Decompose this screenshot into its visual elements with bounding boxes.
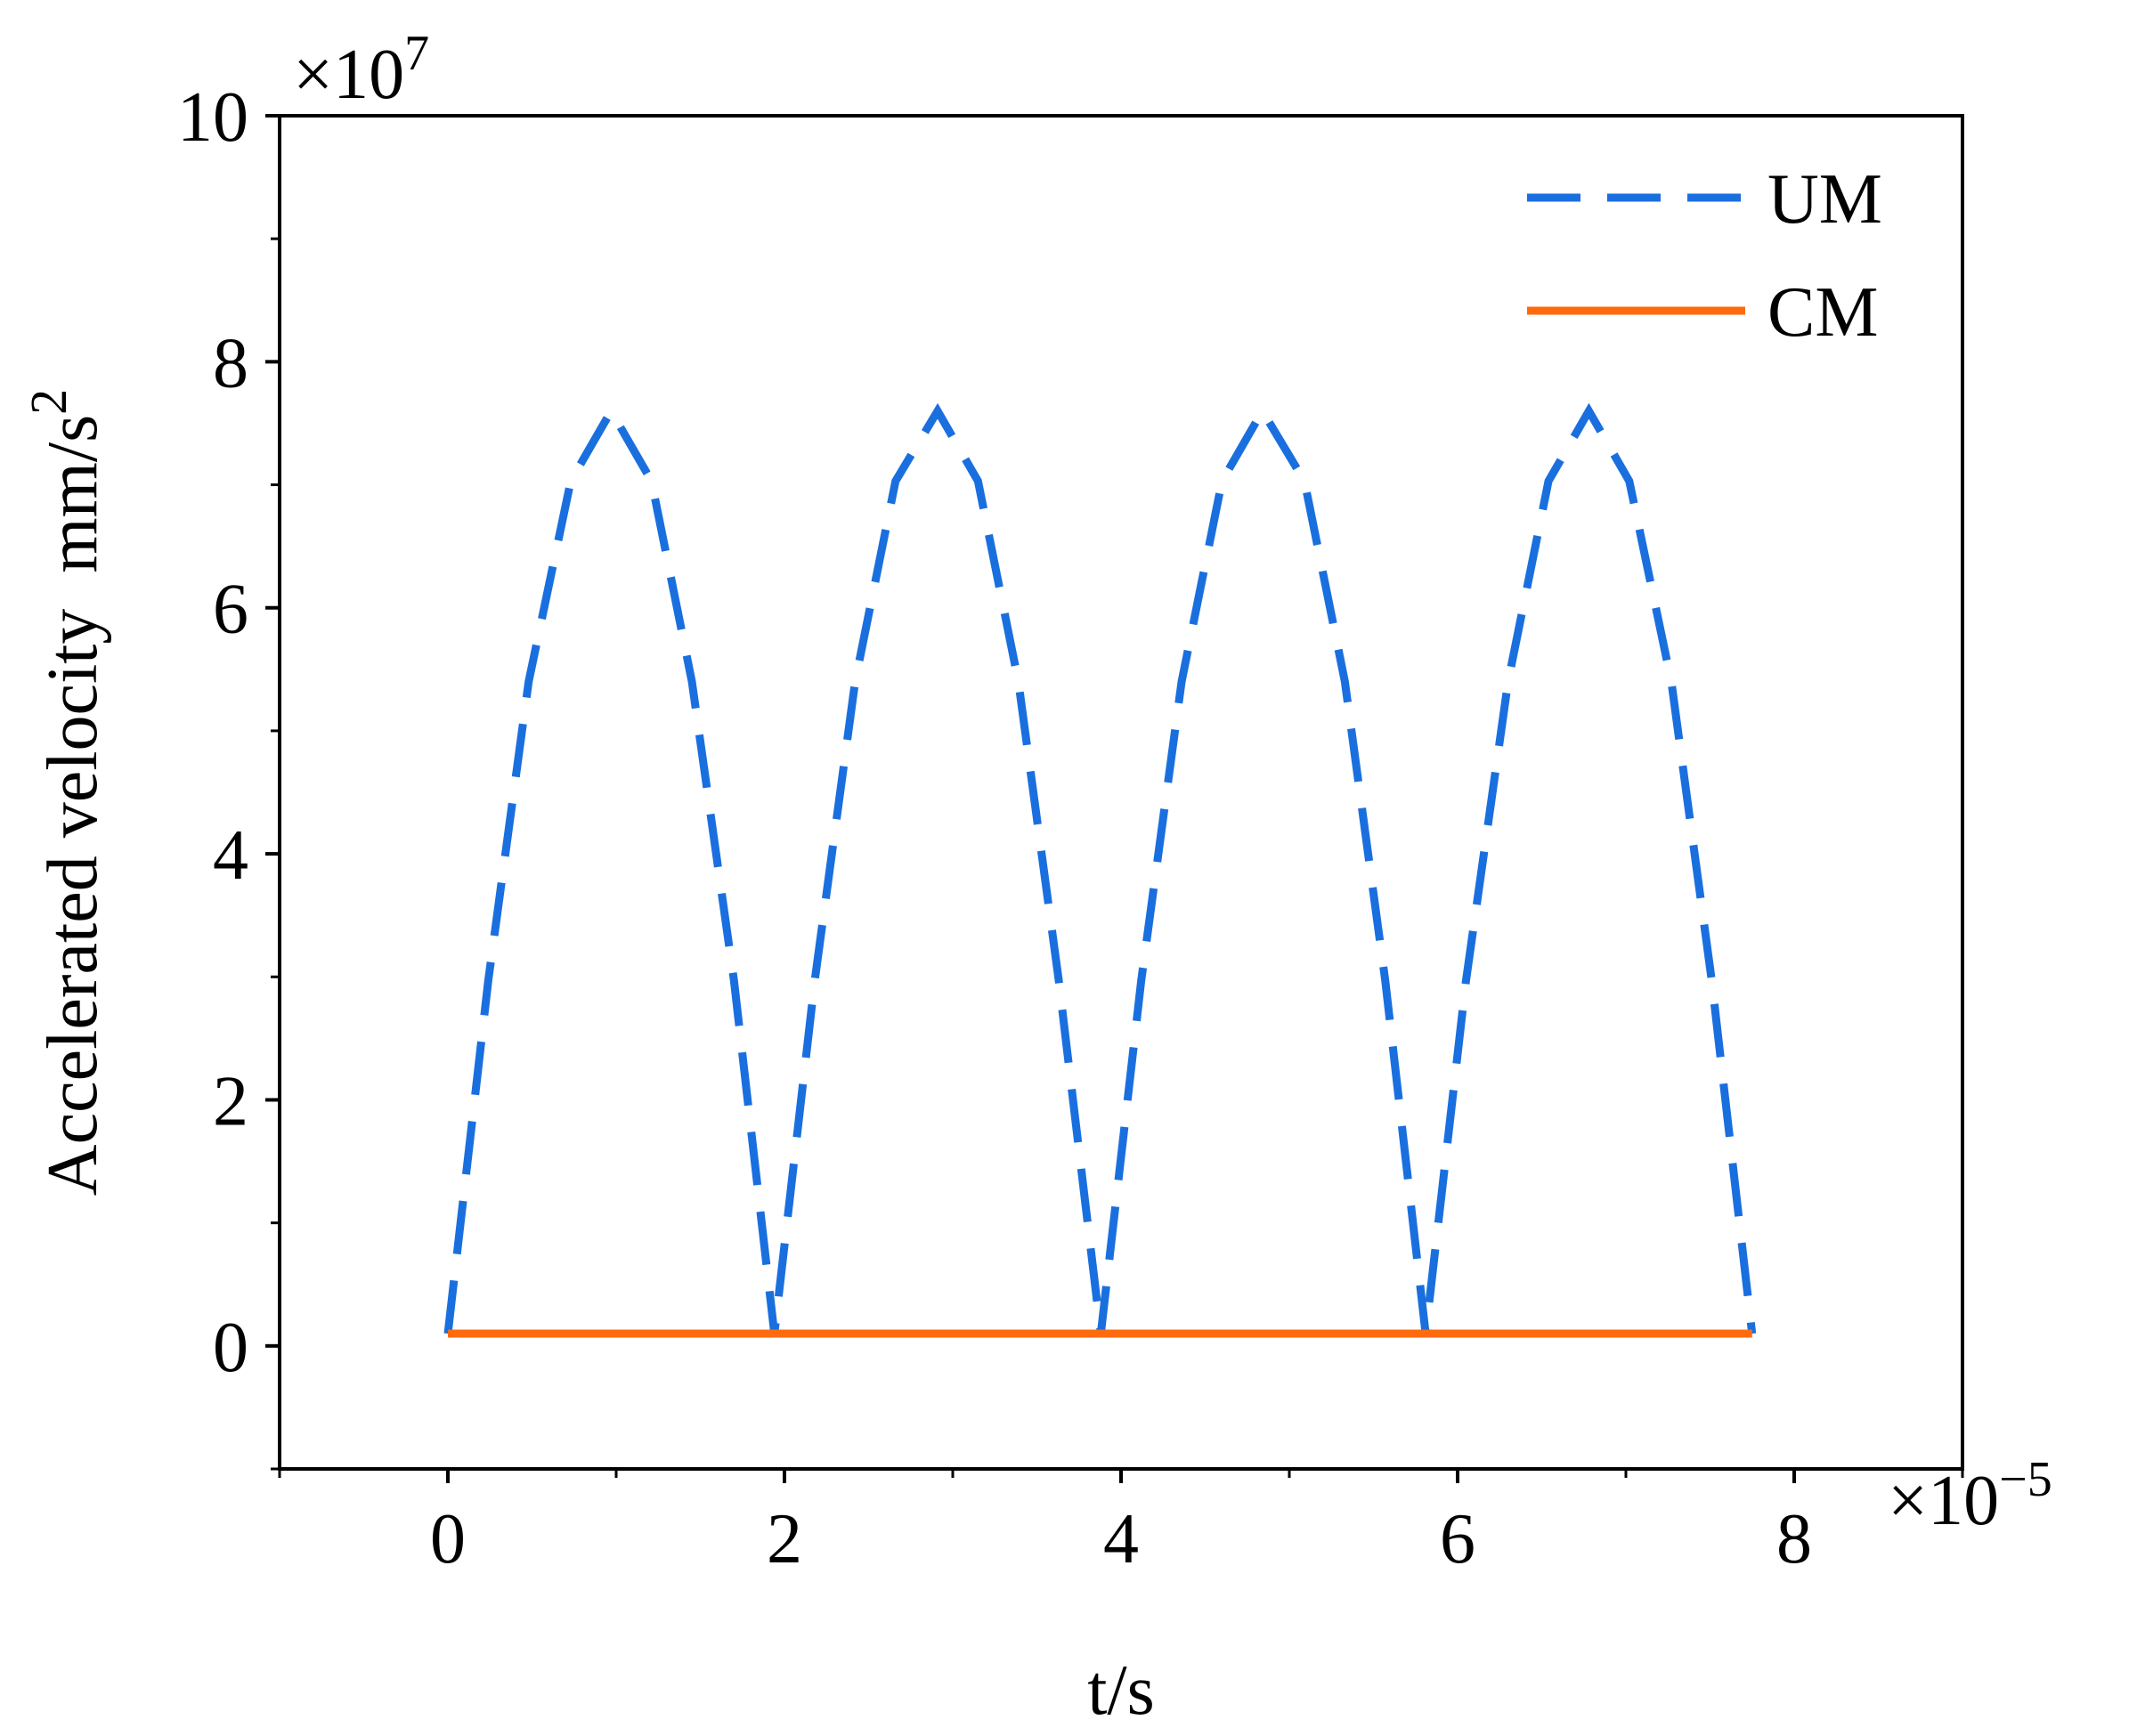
y-axis-label: Accelerated velocity mm/s2 (20, 389, 112, 1196)
x-tick-label: 0 (430, 1500, 466, 1578)
x-tick-label: 4 (1103, 1500, 1139, 1578)
y-tick-label: 2 (213, 1062, 248, 1140)
x-multiplier: ×10−5 (1888, 1452, 2052, 1540)
y-axis-label-superscript: 2 (20, 389, 77, 415)
y-multiplier: ×107 (293, 26, 429, 114)
y-tick-label: 4 (213, 816, 248, 895)
y-multiplier-exponent: 7 (404, 26, 429, 81)
y-axis-label-text: Accelerated velocity mm/s (34, 415, 112, 1196)
x-axis-label: t/s (1087, 1651, 1155, 1730)
plot-frame (278, 114, 1964, 1471)
x-tick-label: 6 (1440, 1500, 1475, 1578)
x-tick-label: 2 (767, 1500, 802, 1578)
y-multiplier-base: ×10 (293, 36, 404, 114)
x-tick-label: 8 (1776, 1500, 1812, 1578)
legend-label: CM (1767, 273, 1879, 352)
x-multiplier-exponent: −5 (1999, 1452, 2052, 1507)
y-tick-label: 8 (213, 324, 248, 402)
y-tick-label: 0 (213, 1309, 248, 1387)
series-line (443, 402, 1757, 1334)
legend-label: UM (1767, 160, 1882, 239)
y-tick-label: 10 (177, 78, 248, 157)
y-tick-label: 6 (213, 571, 248, 649)
x-multiplier-base: ×10 (1888, 1462, 1999, 1540)
